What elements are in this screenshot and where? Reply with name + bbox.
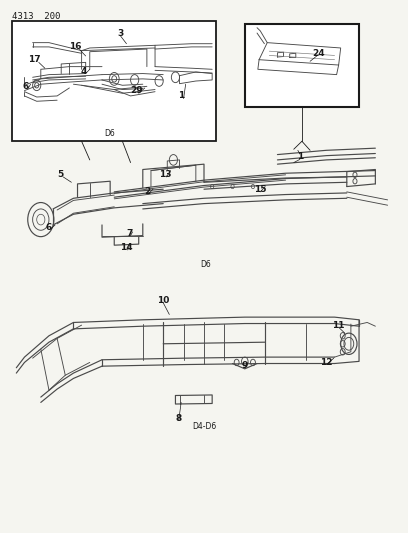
Text: 4: 4: [80, 67, 87, 76]
Text: 2: 2: [144, 188, 150, 196]
Text: 9: 9: [242, 361, 248, 369]
Text: 6: 6: [22, 82, 29, 91]
Text: D6: D6: [200, 260, 211, 269]
Text: 7: 7: [126, 229, 133, 238]
Text: 16: 16: [69, 43, 82, 51]
Text: 15: 15: [254, 185, 266, 194]
Text: 10: 10: [157, 296, 169, 304]
Text: 14: 14: [120, 244, 133, 252]
Bar: [12, 21, 216, 141]
Text: 11: 11: [333, 321, 345, 329]
Text: 4313  200: 4313 200: [12, 12, 61, 21]
Text: D4-D6: D4-D6: [192, 422, 216, 431]
Text: 29: 29: [131, 86, 143, 95]
Text: 24: 24: [313, 49, 325, 58]
Text: 5: 5: [57, 171, 64, 179]
Bar: [245, 24, 359, 107]
Text: 6: 6: [46, 223, 52, 231]
Text: D6: D6: [104, 128, 115, 138]
Text: 12: 12: [320, 358, 333, 367]
Text: 8: 8: [175, 414, 182, 423]
Text: 17: 17: [29, 55, 41, 64]
Text: 1: 1: [297, 152, 303, 161]
Text: 13: 13: [159, 171, 171, 179]
Text: 1: 1: [178, 92, 185, 100]
Text: 3: 3: [117, 29, 124, 37]
